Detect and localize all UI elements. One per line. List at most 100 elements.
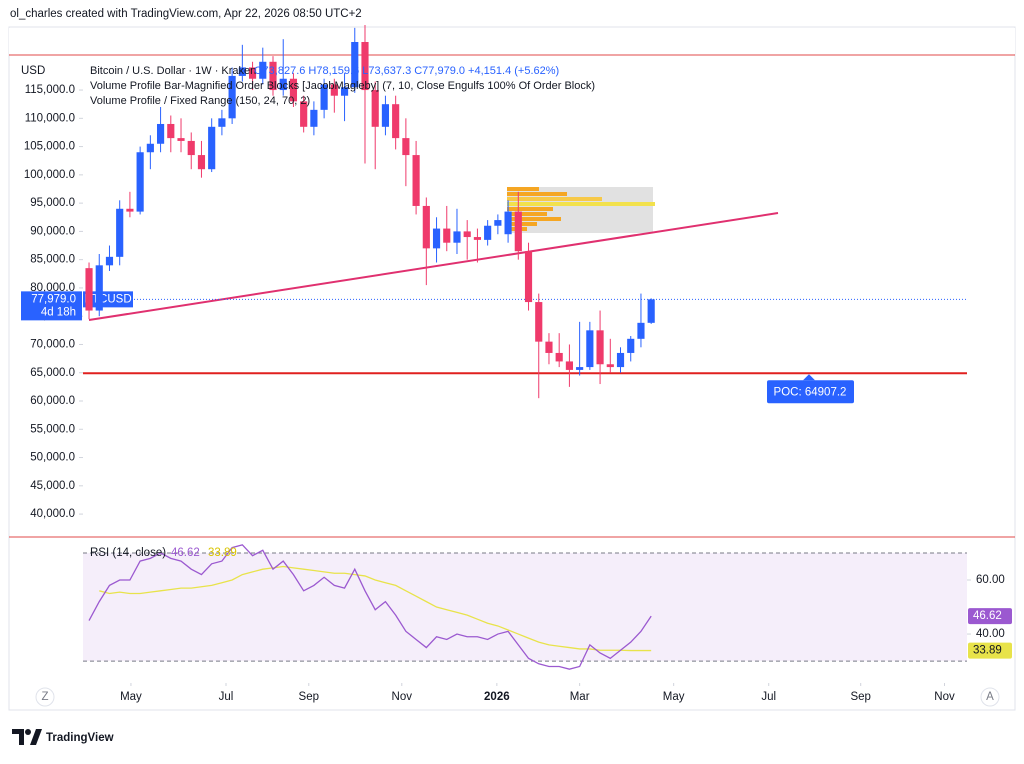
candle-body <box>463 231 471 238</box>
y-tick-label: 45,000.0 <box>30 480 75 492</box>
candle-body <box>320 84 328 110</box>
button-bg[interactable] <box>980 687 1000 707</box>
poc-pointer <box>803 374 815 381</box>
logo-mark <box>30 729 42 745</box>
candle-body <box>208 126 216 170</box>
header: ol_charles created with TradingView.com,… <box>10 8 362 20</box>
rsi-ma-label: 33.89 <box>973 645 1002 657</box>
x-tick-label: May <box>120 691 142 703</box>
candle-body <box>310 109 318 127</box>
y-tick-label: 85,000.0 <box>30 254 75 266</box>
candle-body <box>167 123 175 139</box>
button[interactable]: A <box>986 691 994 703</box>
candle-body <box>228 75 236 119</box>
candle-body <box>146 143 154 153</box>
candle-body <box>361 41 369 91</box>
rsi-tick-label: 40.00 <box>976 628 1005 640</box>
symbol-box <box>83 291 133 308</box>
candle-body <box>340 87 349 96</box>
y-tick-label: 65,000.0 <box>30 367 75 379</box>
x-tick-label: Nov <box>934 691 955 703</box>
x-tick-label: Sep <box>299 691 319 703</box>
pane-top-cover <box>9 28 1015 54</box>
candle-body <box>279 78 287 91</box>
candle-body <box>555 352 563 362</box>
x-tick-label: Jul <box>761 691 776 703</box>
vp-bar <box>507 197 602 201</box>
y-tick-label: 110,000.0 <box>25 112 75 124</box>
candle-body <box>330 84 338 96</box>
symbol: Bitcoin / U.S. Dollar · 1W · Kraken <box>90 65 256 77</box>
candle-body <box>453 231 461 243</box>
candle-body <box>197 155 206 170</box>
button[interactable]: Z <box>41 691 48 703</box>
y-tick-label: 105,000.0 <box>24 141 75 153</box>
last-price-box <box>21 291 82 321</box>
candle-body <box>126 208 134 212</box>
logo <box>12 729 42 745</box>
candle-body <box>647 299 655 323</box>
rsi-pane-title: RSI (14, close) <box>90 547 166 559</box>
candle-body <box>85 268 93 311</box>
candle-body <box>381 104 390 127</box>
candle-body <box>473 237 481 240</box>
candle-body <box>627 338 635 353</box>
vp-bar <box>507 217 561 221</box>
y-tick-label: 100,000.0 <box>24 169 75 181</box>
y-tick-label: 50,000.0 <box>30 452 75 464</box>
y-tick-label: 55,000.0 <box>30 423 75 435</box>
candle-body <box>351 41 359 88</box>
candle-body <box>422 205 430 249</box>
volume-profile <box>507 187 655 233</box>
last-price-label: 77,979.0 <box>31 293 76 305</box>
logo-mark <box>12 729 24 745</box>
candle-body <box>269 61 277 91</box>
y-tick-label: 70,000.0 <box>30 339 75 351</box>
vp-bar <box>507 222 537 226</box>
trendline <box>88 212 779 321</box>
candle-body <box>576 367 584 370</box>
rsi-band <box>83 552 967 662</box>
vp-bar <box>507 207 553 211</box>
candle-body <box>412 155 420 206</box>
currency: USD <box>21 65 45 77</box>
vp-bar <box>507 187 539 191</box>
countdown: 4d 18h <box>41 306 76 318</box>
candle-body <box>300 101 308 127</box>
candle-body <box>116 208 124 257</box>
rsi-line <box>88 544 652 670</box>
candle-body <box>371 90 379 127</box>
candle-body <box>524 251 533 303</box>
y-tick-label: 115,000.0 <box>25 84 75 96</box>
rsi-value-box <box>968 608 1012 625</box>
candle-body <box>432 228 441 249</box>
y-tick-label: 90,000.0 <box>30 225 75 237</box>
candle-body <box>535 302 543 342</box>
x-tick-label: Jul <box>219 691 234 703</box>
candle-body <box>514 211 522 252</box>
brand: TradingView <box>46 732 114 744</box>
candle-body <box>218 118 226 127</box>
rsi-value-label: 46.62 <box>973 610 1002 622</box>
y-tick-label: 40,000.0 <box>30 508 75 520</box>
candle-body <box>586 330 594 368</box>
candle-body <box>177 138 185 141</box>
vp-bar <box>507 212 547 216</box>
x-tick-label: Nov <box>392 691 413 703</box>
y-tick-label: 95,000.0 <box>30 197 75 209</box>
poc-box <box>767 380 854 404</box>
candle-body <box>156 123 165 144</box>
candle-body <box>484 225 492 240</box>
vp-bar <box>507 202 655 206</box>
rsi-pane-value: 46.62 <box>171 547 200 559</box>
candle-body <box>596 330 604 365</box>
x-tick-label: Mar <box>570 691 590 703</box>
rsi-tick-label: 60.00 <box>976 574 1005 586</box>
x-tick-label: Sep <box>850 691 870 703</box>
button-bg[interactable] <box>35 687 55 707</box>
indicator-legend: Volume Profile Bar-Magnified Order Block… <box>90 80 595 92</box>
poc-label: POC: 64907.2 <box>774 386 847 398</box>
rsi-ma-box <box>968 642 1012 659</box>
y-tick-label: 80,000.0 <box>30 282 75 294</box>
